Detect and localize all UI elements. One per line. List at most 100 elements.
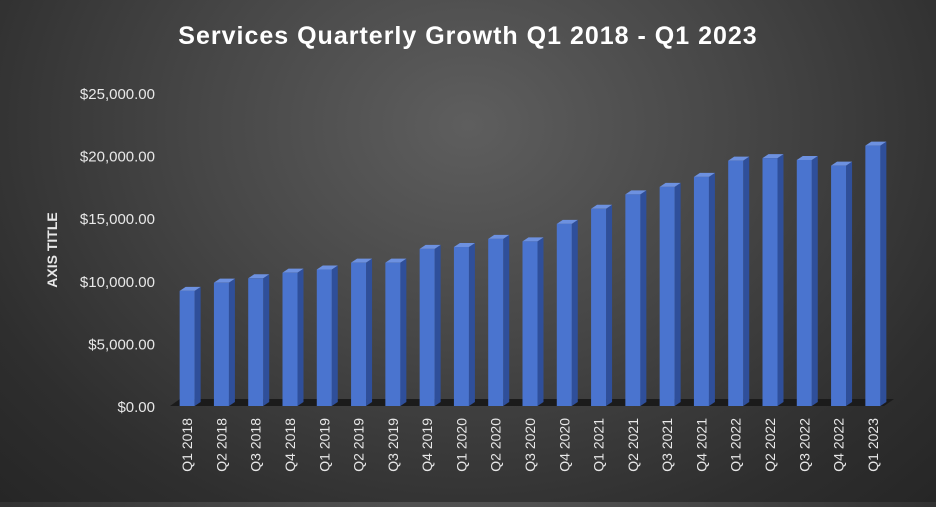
y-tick-label: $5,000.00	[88, 336, 155, 353]
bar-front	[659, 186, 675, 406]
x-tick-label: Q2 2020	[488, 418, 504, 472]
bar	[625, 190, 647, 406]
bar	[556, 219, 578, 406]
bar-front	[625, 194, 641, 406]
bar-front	[522, 241, 538, 406]
bar-side	[434, 244, 441, 406]
bar-front	[453, 246, 469, 406]
bar	[693, 172, 715, 406]
x-tick-label: Q2 2022	[762, 418, 778, 472]
bar	[316, 265, 338, 406]
bar-top	[179, 286, 201, 291]
bar	[522, 237, 544, 406]
x-tick-label: Q1 2018	[179, 418, 195, 472]
bar-front	[385, 262, 401, 406]
bar-side	[366, 258, 373, 406]
bar-side	[400, 258, 407, 406]
bar	[385, 258, 407, 406]
bar	[796, 155, 818, 406]
bar-front	[591, 208, 607, 406]
x-tick-label: Q1 2019	[316, 418, 332, 472]
y-tick-label: $10,000.00	[80, 274, 155, 291]
y-tick-label: $25,000.00	[80, 86, 155, 103]
bar-side	[708, 172, 715, 406]
x-tick-label: Q4 2021	[693, 418, 709, 472]
y-axis-title: AXIS TITLE	[44, 212, 60, 287]
x-tick-label: Q3 2018	[248, 418, 264, 472]
bar	[831, 161, 853, 406]
y-tick-label: $20,000.00	[80, 149, 155, 166]
y-axis-ticks: $0.00 $5,000.00 $10,000.00 $15,000.00 $20,00…	[80, 86, 155, 416]
bar-side	[468, 242, 475, 406]
bar-side	[228, 278, 235, 406]
bar-front	[351, 262, 367, 406]
x-tick-label: Q4 2020	[556, 418, 572, 472]
bar	[591, 204, 613, 406]
bar-top	[693, 172, 715, 177]
bar-front	[419, 248, 435, 406]
bar-top	[419, 244, 441, 249]
bar	[453, 242, 475, 406]
x-tick-label: Q3 2022	[796, 418, 812, 472]
bar-front	[556, 223, 572, 406]
bar-top	[488, 234, 510, 239]
bar-top	[522, 237, 544, 242]
bar-side	[503, 234, 510, 406]
x-tick-label: Q4 2018	[282, 418, 298, 472]
bar-top	[625, 190, 647, 195]
bar	[351, 258, 373, 406]
bar-front	[179, 290, 195, 406]
bar	[728, 156, 750, 406]
bar-top	[591, 204, 613, 209]
x-tick-label: Q2 2021	[625, 418, 641, 472]
bar-top	[831, 161, 853, 166]
bar-front	[865, 145, 881, 407]
bar-side	[537, 237, 544, 406]
bar-side	[811, 155, 818, 406]
bar-side	[674, 182, 681, 406]
bar-top	[385, 258, 407, 263]
bar-top	[762, 154, 784, 159]
bar	[488, 234, 510, 406]
bar-top	[796, 155, 818, 160]
bar-side	[571, 219, 578, 406]
bar	[419, 244, 441, 406]
x-axis-ticks: Q1 2018 Q2 2018 Q3 2018 Q4 2018 Q1 2019 Q2 20…	[179, 418, 881, 472]
y-tick-label: $15,000.00	[80, 211, 155, 228]
bar-top	[865, 141, 887, 146]
bar-side	[743, 156, 750, 406]
x-tick-label: Q3 2020	[522, 418, 538, 472]
x-tick-label: Q4 2022	[831, 418, 847, 472]
bar-front	[728, 160, 744, 406]
bar-top	[213, 278, 235, 283]
bar-side	[606, 204, 613, 406]
bar	[213, 278, 235, 406]
bar	[659, 182, 681, 406]
bar-front	[248, 278, 264, 406]
bar-top	[659, 182, 681, 187]
bar-front	[282, 272, 298, 406]
bar-top	[282, 268, 304, 273]
bar	[762, 154, 784, 406]
bar	[248, 274, 270, 406]
x-tick-label: Q1 2023	[865, 418, 881, 472]
bar	[282, 268, 304, 406]
bar	[865, 141, 887, 407]
bar-front	[831, 165, 847, 406]
x-tick-label: Q1 2022	[728, 418, 744, 472]
bar-front	[213, 282, 229, 406]
bar-top	[248, 274, 270, 279]
bar-front	[488, 238, 504, 406]
x-tick-label: Q1 2020	[453, 418, 469, 472]
bar-side	[777, 154, 784, 406]
bar	[179, 286, 201, 406]
bar-top	[316, 265, 338, 270]
bar-side	[880, 141, 887, 407]
bar-front	[316, 269, 332, 406]
chart-title: Services Quarterly Growth Q1 2018 - Q1 2…	[178, 22, 757, 50]
bar-side	[331, 265, 338, 406]
bar-top	[351, 258, 373, 263]
bar-top	[453, 242, 475, 247]
